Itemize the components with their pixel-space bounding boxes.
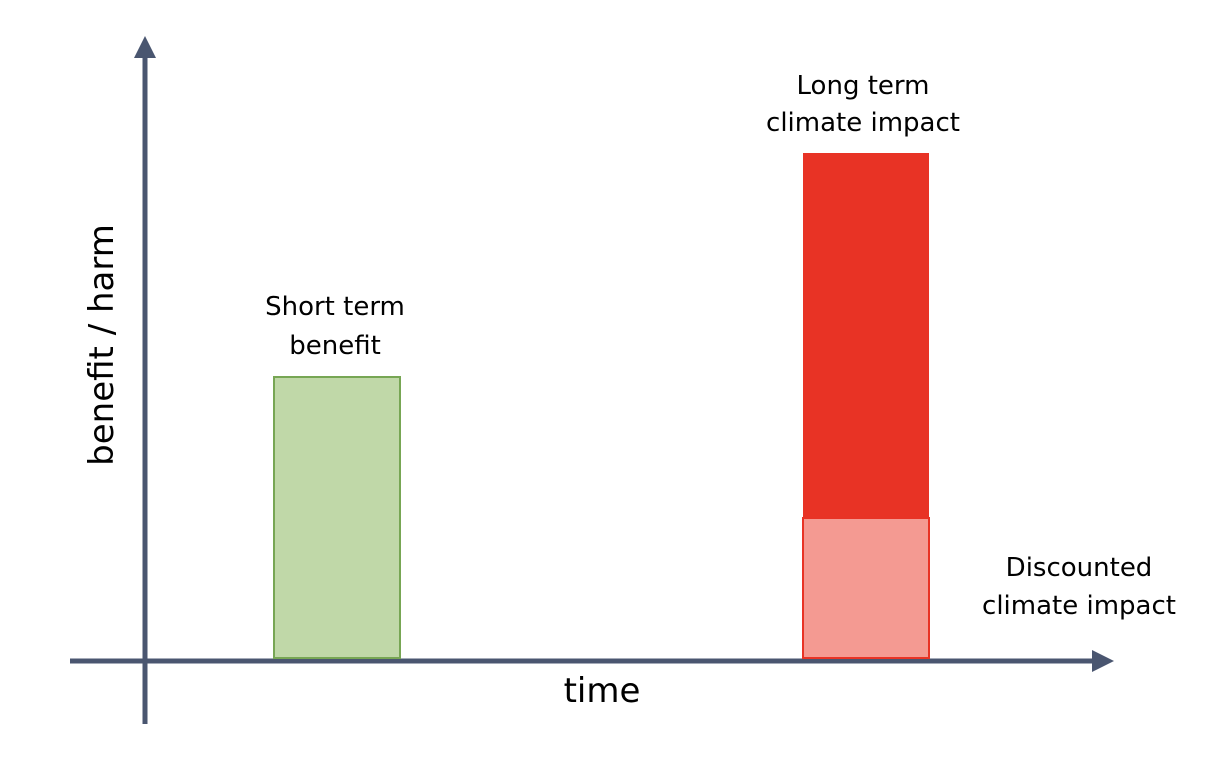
y-axis-label: benefit / harm <box>82 224 122 466</box>
short-term-benefit-label: Short term benefit <box>265 292 405 361</box>
discounted-climate-impact-box <box>802 517 930 659</box>
discounted-climate-impact-label: Discounted climate impact <box>982 553 1176 621</box>
short-term-benefit-label-line-1: Short term <box>265 292 405 322</box>
x-axis-label: time <box>564 671 641 711</box>
x-axis-arrowhead <box>1092 650 1114 672</box>
axes <box>70 36 1114 724</box>
short-term-benefit-box <box>273 376 401 659</box>
discounted-climate-impact-label-line-2: climate impact <box>982 591 1176 621</box>
short-term-benefit-label-line-2: benefit <box>289 331 381 361</box>
discounted-climate-impact-label-line-1: Discounted <box>1006 553 1153 583</box>
y-axis-arrowhead <box>134 36 156 58</box>
long-term-climate-impact-label-line-2: climate impact <box>766 108 960 138</box>
long-term-climate-impact-label: Long term climate impact <box>766 71 960 138</box>
long-term-climate-impact-label-line-1: Long term <box>797 71 930 101</box>
